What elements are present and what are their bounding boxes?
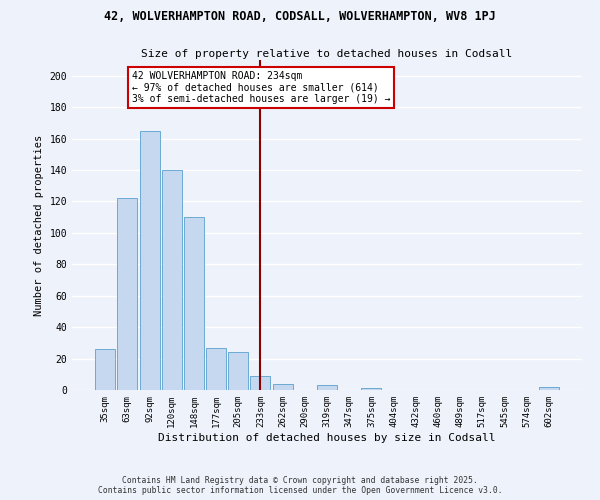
Text: 42 WOLVERHAMPTON ROAD: 234sqm
← 97% of detached houses are smaller (614)
3% of s: 42 WOLVERHAMPTON ROAD: 234sqm ← 97% of d… [132, 71, 390, 104]
Bar [162, 170, 182, 390]
Bar [206, 348, 226, 390]
Text: 42, WOLVERHAMPTON ROAD, CODSALL, WOLVERHAMPTON, WV8 1PJ: 42, WOLVERHAMPTON ROAD, CODSALL, WOLVERH… [104, 10, 496, 23]
Bar [118, 198, 137, 390]
Bar [539, 387, 559, 390]
Bar [317, 386, 337, 390]
Bar [272, 384, 293, 390]
Y-axis label: Number of detached properties: Number of detached properties [34, 134, 44, 316]
Bar [95, 349, 115, 390]
Bar [140, 130, 160, 390]
X-axis label: Distribution of detached houses by size in Codsall: Distribution of detached houses by size … [158, 432, 496, 442]
Text: Contains HM Land Registry data © Crown copyright and database right 2025.
Contai: Contains HM Land Registry data © Crown c… [98, 476, 502, 495]
Bar [184, 217, 204, 390]
Bar [361, 388, 382, 390]
Bar [250, 376, 271, 390]
Bar [228, 352, 248, 390]
Title: Size of property relative to detached houses in Codsall: Size of property relative to detached ho… [142, 49, 512, 59]
